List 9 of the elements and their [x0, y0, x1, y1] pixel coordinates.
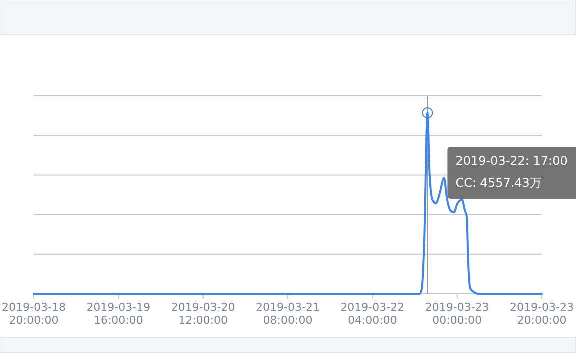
annotation: 2019-03-22: 17:00 [456, 154, 568, 168]
x-tick-label: 2019-03-18 20:00:00 [2, 301, 66, 327]
x-tick-label: 2019-03-21 08:00:00 [256, 301, 320, 327]
x-tick-label: 2019-03-19 16:00:00 [86, 301, 151, 327]
x-tick-label: 2019-03-23 00:00:00 [425, 301, 490, 327]
x-tick-label: 2019-03-20 12:00:00 [171, 301, 236, 327]
x-tick-label: 2019-03-23 20:00:00 [510, 301, 574, 327]
x-tick-label: 2019-03-22 04:00:00 [340, 301, 405, 327]
annotation: CC: 4557.43万 [456, 176, 542, 190]
